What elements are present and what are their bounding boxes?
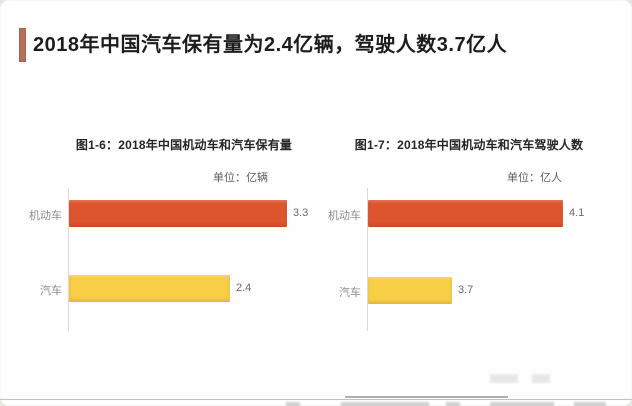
- value-label: 4.1: [569, 207, 585, 219]
- value-label: 2.4: [236, 282, 252, 294]
- bar-汽车: [69, 275, 230, 302]
- value-label: 3.3: [293, 207, 309, 219]
- page-title: 2018年中国汽车保有量为2.4亿辆，驾驶人数3.7亿人: [33, 34, 508, 56]
- illegible-source-text: [341, 402, 429, 406]
- y-axis-line: [367, 188, 368, 331]
- category-label: 汽车: [40, 285, 62, 297]
- illegible-source-text: [446, 402, 460, 406]
- value-label: 3.7: [458, 284, 474, 296]
- title-accent-bar: [19, 28, 26, 62]
- bar-机动车: [368, 200, 563, 227]
- unit-label: 单位：亿辆: [213, 172, 268, 184]
- illegible-source-text: [490, 402, 554, 406]
- chart-title: 图1-6：2018年中国机动车和汽车保有量: [75, 138, 293, 152]
- bar-机动车: [69, 200, 287, 227]
- category-label: 机动车: [29, 210, 62, 222]
- category-label: 汽车: [339, 287, 361, 299]
- footer-divider-segment: [345, 396, 508, 398]
- y-axis-line: [68, 188, 69, 331]
- illegible-source-text: [574, 402, 606, 406]
- faint-watermark: [490, 374, 518, 383]
- category-label: 机动车: [328, 210, 361, 222]
- unit-label: 单位：亿人: [507, 172, 562, 184]
- footer-divider-line: [0, 399, 632, 400]
- bar-汽车: [368, 277, 452, 304]
- chart-title: 图1-7：2018年中国机动车和汽车驾驶人数: [354, 138, 584, 152]
- faint-watermark: [532, 374, 550, 383]
- illegible-source-text: [286, 402, 300, 406]
